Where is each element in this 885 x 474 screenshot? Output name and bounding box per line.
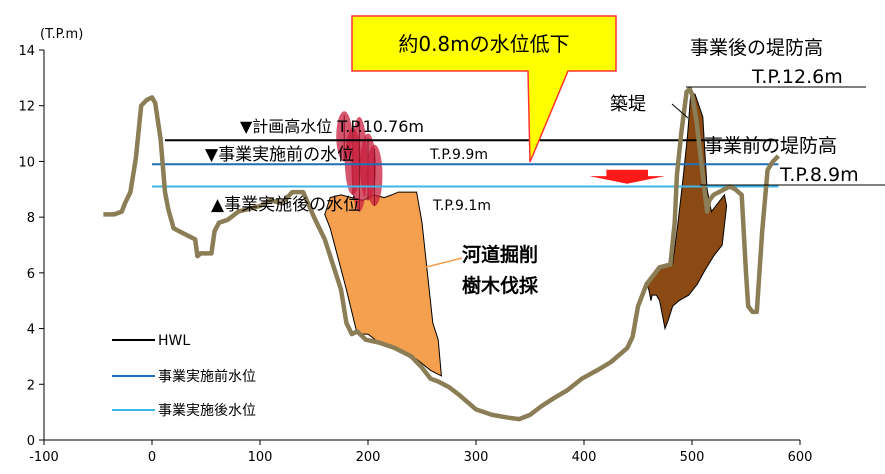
- y-tick-label: 12: [18, 100, 35, 115]
- y-ticks: 0 2 4 6 8 10 12 14: [18, 44, 44, 449]
- after-levee-title: 事業後の堤防高: [690, 37, 823, 59]
- y-tick: 12: [18, 100, 44, 115]
- levee-label: 築堤: [610, 94, 646, 115]
- y-tick: 6: [27, 267, 44, 282]
- legend-label-after: 事業実施後水位: [158, 403, 256, 419]
- x-tick-label: 0: [148, 450, 156, 465]
- x-tick: 600: [788, 440, 813, 465]
- excavation-leader: [394, 257, 463, 276]
- before-levee-tp: T.P.8.9m: [779, 164, 859, 186]
- after-level-label: ▲事業実施後の水位: [211, 195, 360, 215]
- legend-label-before: 事業実施前水位: [158, 368, 256, 385]
- x-tick: 200: [356, 440, 381, 465]
- x-tick-label: 400: [572, 450, 597, 465]
- callout: 約0.8mの水位低下: [351, 15, 617, 163]
- before-level-tp: T.P.9.9m: [429, 147, 488, 163]
- y-tick-label: 0: [27, 434, 35, 449]
- y-tick-label: 6: [27, 267, 35, 282]
- after-level-tp: T.P.9.1m: [432, 198, 491, 214]
- legend-item-after: 事業実施後水位: [112, 403, 256, 419]
- legend-item-hwl: HWL: [112, 333, 190, 349]
- y-tick: 14: [18, 44, 44, 59]
- y-axis-unit: (T.P.m): [40, 27, 83, 42]
- x-tick: 400: [572, 440, 597, 465]
- excavation-label-1: 河道掘削: [462, 243, 538, 266]
- y-tick: 4: [27, 323, 44, 338]
- y-tick: 8: [27, 211, 44, 226]
- tree-mark: [366, 144, 383, 206]
- legend-item-before: 事業実施前水位: [112, 368, 256, 385]
- x-ticks: -100 0 100 200 300 400 500 600: [29, 440, 812, 465]
- callout-text: 約0.8mの水位低下: [398, 32, 569, 56]
- excavation-label-2: 樹木伐採: [462, 274, 539, 297]
- x-tick-label: 600: [788, 450, 813, 465]
- callout-box: [351, 15, 617, 163]
- y-tick: 2: [27, 378, 44, 393]
- y-tick-label: 2: [27, 378, 35, 393]
- x-tick-label: 500: [680, 450, 705, 465]
- x-tick: -100: [29, 440, 59, 465]
- x-tick: 500: [680, 440, 705, 465]
- y-tick-label: 4: [27, 323, 35, 338]
- y-tick: 10: [18, 155, 44, 170]
- y-tick-label: 14: [18, 44, 35, 59]
- x-tick: 100: [248, 440, 273, 465]
- x-tick-label: 200: [356, 450, 381, 465]
- legend: HWL 事業実施前水位 事業実施後水位: [112, 333, 256, 419]
- levee-area: [646, 90, 728, 331]
- before-level-label: ▼事業実施前の水位: [205, 145, 354, 165]
- x-tick: 0: [148, 440, 156, 465]
- y-tick: 0: [27, 434, 44, 449]
- x-tick-label: -100: [29, 450, 59, 465]
- y-tick-label: 10: [18, 155, 35, 170]
- ground-profile-line: [103, 86, 781, 422]
- legend-label-hwl: HWL: [158, 333, 190, 349]
- x-tick: 300: [464, 440, 489, 465]
- excavation-area: [324, 191, 442, 377]
- water-level-lines: [152, 139, 779, 188]
- x-tick-label: 300: [464, 450, 489, 465]
- water-level-drop-arrow: [589, 169, 665, 184]
- x-tick-label: 100: [248, 450, 273, 465]
- hwl-label: ▼計画高水位 T.P.10.76m: [240, 117, 424, 136]
- y-tick-label: 8: [27, 211, 35, 226]
- levee-leader: [671, 103, 689, 119]
- after-levee-tp: T.P.12.6m: [751, 66, 843, 88]
- before-levee-title: 事業前の堤防高: [704, 135, 837, 157]
